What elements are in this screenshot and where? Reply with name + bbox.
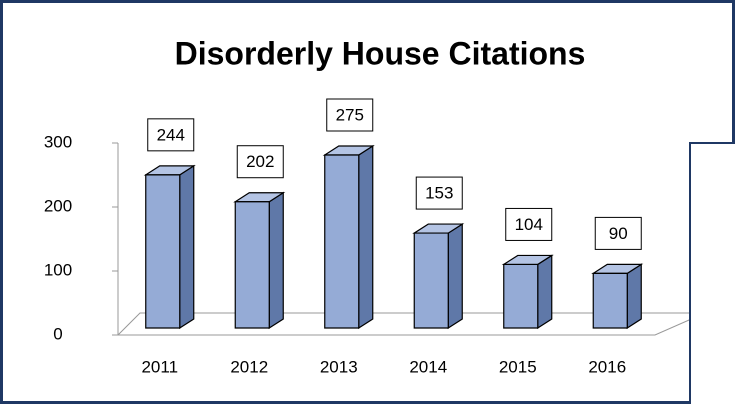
value-label-box bbox=[147, 118, 195, 152]
bar-side bbox=[179, 164, 195, 330]
y-tick-label: 100 bbox=[44, 260, 72, 279]
x-tick-label: 2015 bbox=[499, 357, 537, 376]
bar-front bbox=[145, 174, 181, 329]
value-label: 244 bbox=[157, 125, 185, 144]
bar-side bbox=[537, 254, 553, 330]
bar-front bbox=[503, 263, 539, 329]
x-tick-label: 2013 bbox=[320, 357, 358, 376]
y-tick-label: 300 bbox=[44, 132, 72, 151]
bar bbox=[501, 254, 554, 330]
value-label: 202 bbox=[246, 152, 274, 171]
bar bbox=[591, 263, 644, 330]
bar-side bbox=[268, 191, 284, 330]
y-tick-label: 0 bbox=[53, 324, 62, 343]
bar-front bbox=[324, 154, 360, 329]
bar-side bbox=[626, 263, 642, 330]
value-label: 153 bbox=[425, 184, 453, 203]
legend-box bbox=[689, 142, 735, 404]
bar bbox=[412, 222, 465, 330]
x-tick-label: 2011 bbox=[141, 357, 178, 376]
bar bbox=[233, 191, 286, 330]
value-label-box bbox=[594, 216, 642, 250]
bar bbox=[322, 144, 375, 330]
value-label: 90 bbox=[609, 224, 628, 243]
bar-side bbox=[447, 222, 463, 330]
value-label: 104 bbox=[515, 215, 543, 234]
bar-front bbox=[234, 201, 270, 329]
x-tick-label: 2012 bbox=[230, 357, 268, 376]
value-label-box bbox=[415, 176, 463, 210]
y-tick-label: 200 bbox=[44, 196, 72, 215]
bar-front bbox=[413, 232, 449, 329]
x-tick-label: 2016 bbox=[588, 357, 626, 376]
value-label: 275 bbox=[336, 105, 364, 124]
bar bbox=[143, 164, 196, 330]
chart-title: Disorderly House Citations bbox=[175, 35, 586, 71]
bar-front bbox=[592, 272, 628, 329]
value-label-box bbox=[236, 145, 284, 179]
value-label-box bbox=[505, 207, 553, 241]
bar-side bbox=[358, 144, 374, 330]
value-label-box bbox=[326, 98, 374, 132]
x-tick-label: 2014 bbox=[409, 357, 447, 376]
